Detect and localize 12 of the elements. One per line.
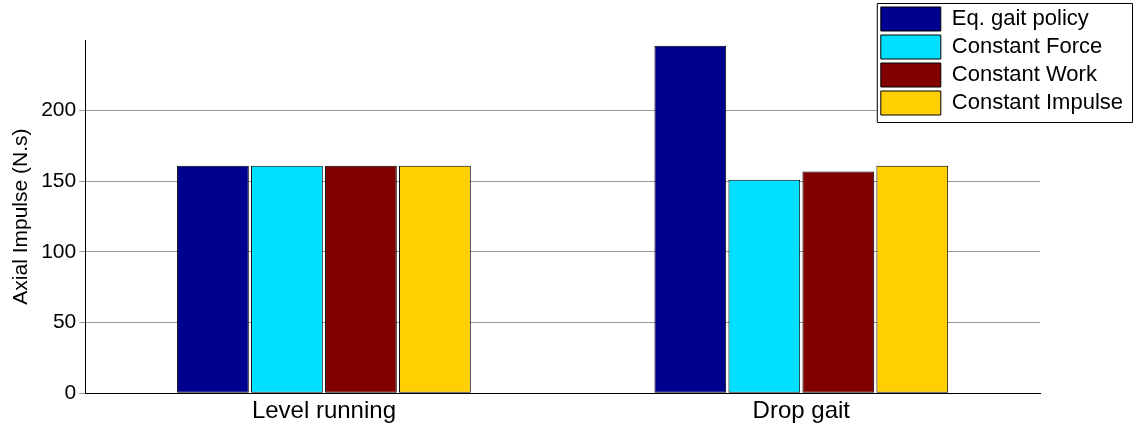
y-axis-title: Axial Impulse (N.s) — [8, 128, 32, 305]
legend-label: Constant Impulse — [951, 89, 1123, 115]
y-tick-label: 50 — [52, 309, 77, 333]
x-tick-label: Level running — [251, 396, 396, 424]
y-tick-label: 100 — [41, 238, 77, 262]
legend-label: Constant Force — [951, 33, 1103, 59]
x-tick-label: Drop gait — [752, 396, 851, 424]
y-tick-label: 150 — [41, 168, 77, 192]
y-tick-label: 0 — [64, 380, 77, 403]
legend-label: Eq. gait policy — [951, 5, 1089, 31]
legend-label: Constant Work — [951, 61, 1098, 87]
y-tick-label: 200 — [41, 97, 77, 121]
